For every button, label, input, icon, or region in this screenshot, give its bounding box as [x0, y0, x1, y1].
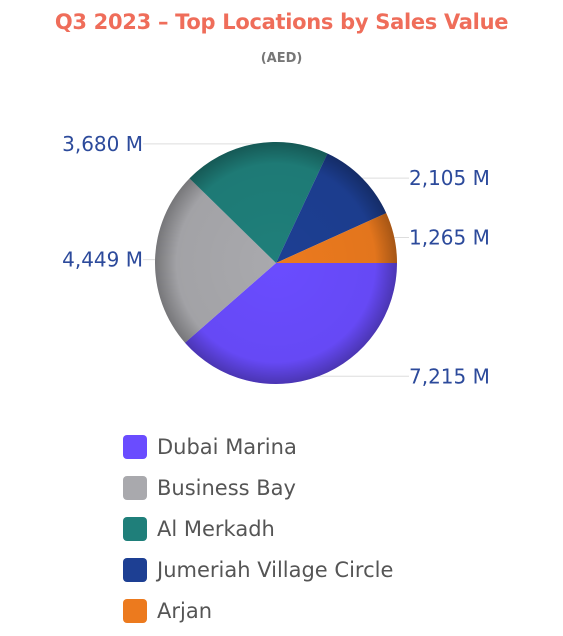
legend-label: Dubai Marina: [157, 434, 297, 459]
legend-label: Arjan: [157, 598, 213, 623]
data-label-arjan: 1,265 M: [409, 226, 490, 250]
legend-label: Business Bay: [157, 475, 296, 500]
legend-item-arjan[interactable]: Arjan: [123, 590, 393, 631]
legend-item-jumeriah-village-circle[interactable]: Jumeriah Village Circle: [123, 549, 393, 590]
legend-swatch: [123, 475, 147, 500]
legend-label: Al Merkadh: [157, 516, 275, 541]
chart-subtitle: (AED): [260, 51, 303, 66]
chart-title: Q3 2023 – Top Locations by Sales Value: [54, 10, 509, 34]
data-label-al-merkadh: 3,680 M: [62, 132, 143, 156]
data-label-jumeriah-village-circle: 2,105 M: [409, 166, 490, 190]
legend-swatch: [123, 434, 147, 459]
legend-swatch: [123, 516, 147, 541]
legend-item-al-merkadh[interactable]: Al Merkadh: [123, 508, 393, 549]
legend-item-business-bay[interactable]: Business Bay: [123, 467, 393, 508]
legend: Dubai Marina Business Bay Al Merkadh Jumeri…: [123, 426, 393, 631]
legend-swatch: [123, 598, 147, 623]
data-label-dubai-marina: 7,215 M: [409, 364, 490, 388]
pie-chart: 7,215 M 4,449 M 3,680 M 2,105 M 1,265 M: [62, 132, 490, 388]
legend-label: Jumeriah Village Circle: [157, 557, 394, 582]
legend-swatch: [123, 557, 147, 582]
data-label-business-bay: 4,449 M: [62, 248, 143, 272]
legend-item-dubai-marina[interactable]: Dubai Marina: [123, 426, 393, 467]
